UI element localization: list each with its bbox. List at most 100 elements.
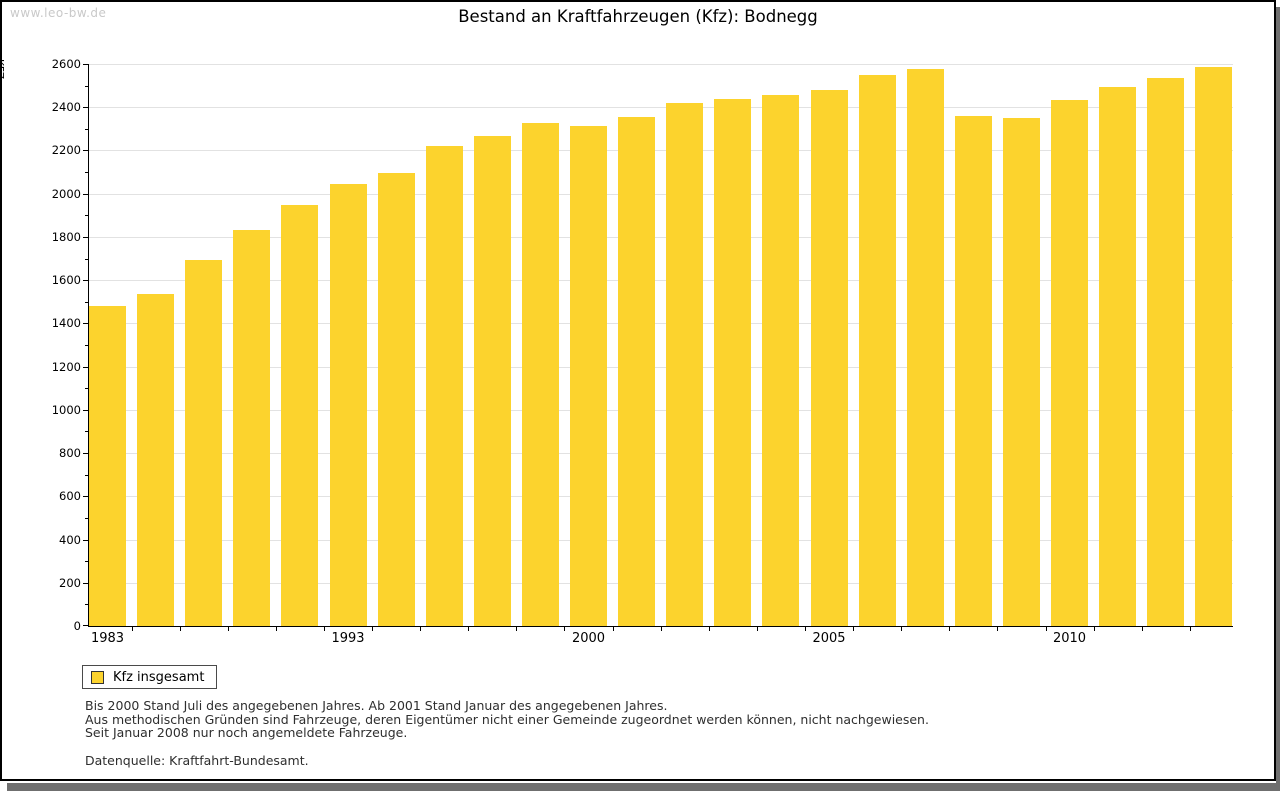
- x-axis-tick: [901, 626, 903, 631]
- y-axis-minor-tick: [85, 301, 89, 303]
- y-axis-tick-label: 2200: [51, 143, 81, 158]
- x-axis-tick: [1045, 626, 1047, 631]
- y-axis-minor-tick: [85, 604, 89, 606]
- y-axis-title: KFZ: [0, 59, 5, 80]
- bar-2004: [762, 95, 800, 626]
- y-axis-minor-tick: [85, 258, 89, 260]
- y-axis-tick-label: 2600: [51, 57, 81, 71]
- bar-2003: [714, 98, 752, 626]
- x-axis-tick: [708, 626, 710, 631]
- bar-2009: [1002, 118, 1040, 626]
- y-axis-minor-tick: [85, 345, 89, 346]
- y-axis-tick-label: 1600: [51, 273, 81, 288]
- y-axis-tick-label: 2400: [51, 100, 81, 115]
- frame-shadow-bottom: [7, 783, 1280, 791]
- y-axis-tick: [83, 582, 89, 584]
- bar-1995: [377, 173, 415, 626]
- gridline: [89, 496, 1233, 498]
- x-axis-label-2005: 2005: [812, 631, 846, 646]
- plot-area: 0 200 400 600 800 1000 1200 1400 1600 1800 2000 220…: [52, 57, 1233, 646]
- x-axis-tick: [756, 626, 758, 631]
- y-axis-tick: [83, 64, 89, 65]
- gridline: [89, 582, 1233, 584]
- x-axis-tick: [853, 626, 855, 631]
- x-axis-label-1993: 1993: [331, 631, 365, 646]
- legend-label: Kfz insgesamt: [113, 669, 205, 685]
- x-axis-tick: [660, 626, 662, 631]
- x-axis-tick: [1189, 626, 1191, 631]
- bar-1987: [185, 259, 223, 626]
- bar-1998: [473, 136, 511, 626]
- chart-title: Bestand an Kraftfahrzeugen (Kfz): Bodneg…: [458, 7, 818, 26]
- bar-2010: [1051, 99, 1088, 626]
- gridline: [89, 193, 1233, 195]
- y-axis-minor-tick: [85, 517, 89, 519]
- x-axis-tick: [516, 626, 518, 631]
- y-axis-tick-label: 600: [59, 489, 81, 504]
- bar-2006: [858, 74, 896, 626]
- y-axis-tick: [83, 496, 89, 498]
- x-axis-tick: [468, 626, 470, 631]
- y-axis-tick: [83, 150, 89, 152]
- gridline: [89, 64, 1233, 65]
- y-axis-tick-label: 800: [59, 446, 81, 461]
- footnote-line: Bis 2000 Stand Juli des angegebenen Jahr…: [85, 698, 668, 713]
- bar-1985: [137, 294, 175, 626]
- x-axis-tick: [564, 626, 566, 631]
- x-axis-tick: [420, 626, 422, 631]
- y-axis-tick-label: 1200: [51, 359, 81, 374]
- x-axis-tick: [372, 626, 374, 631]
- x-axis-tick: [275, 626, 277, 631]
- y-axis-tick: [83, 366, 89, 368]
- footnote-line: Seit Januar 2008 nur noch angemeldete Fa…: [85, 725, 408, 740]
- bar-2007: [906, 69, 944, 626]
- bar-1989: [233, 230, 271, 626]
- legend: Kfz insgesamt: [82, 665, 218, 689]
- y-axis-tick-label: 400: [59, 532, 81, 547]
- bar-2013: [1195, 67, 1233, 626]
- legend-swatch-icon: [91, 670, 104, 684]
- gridline: [89, 280, 1233, 282]
- y-axis-tick: [83, 193, 89, 195]
- x-axis-tick: [1141, 626, 1143, 631]
- y-axis-minor-tick: [85, 128, 89, 130]
- y-axis-minor-tick: [85, 561, 89, 563]
- gridline: [89, 150, 1233, 152]
- y-axis-tick-label: 200: [59, 575, 81, 590]
- footnote-line: Aus methodischen Gründen sind Fahrzeuge,…: [85, 711, 929, 727]
- watermark: www.leo-bw.de: [10, 6, 107, 20]
- gridline: [89, 539, 1233, 541]
- y-axis-tick: [83, 625, 89, 626]
- data-source: Datenquelle: Kraftfahrt-Bundesamt.: [85, 752, 309, 768]
- y-axis-minor-tick: [85, 474, 89, 476]
- x-axis-tick: [997, 626, 999, 631]
- x-axis-tick: [131, 626, 133, 631]
- gridline: [89, 409, 1233, 411]
- y-axis-tick: [83, 236, 89, 238]
- bar-2008: [954, 115, 992, 626]
- x-axis-tick: [612, 626, 614, 631]
- y-axis-minor-tick: [85, 388, 89, 390]
- footnotes: Bis 2000 Stand Juli des angegebenen Jahr…: [85, 699, 929, 767]
- bar-2012: [1147, 78, 1185, 626]
- x-axis-label-1983: 1983: [90, 631, 125, 646]
- x-axis-label-2000: 2000: [571, 631, 606, 646]
- y-axis-tick-label: 1000: [51, 402, 81, 417]
- frame-shadow-right: [1276, 7, 1280, 791]
- y-axis-minor-tick: [85, 431, 89, 433]
- y-axis-tick-label: 2000: [51, 186, 81, 201]
- y-axis-tick-label: 1400: [51, 316, 81, 331]
- y-axis-tick: [83, 409, 89, 411]
- x-axis-label-2010: 2010: [1052, 631, 1087, 646]
- x-axis-tick: [323, 626, 325, 631]
- bar-1999: [521, 123, 559, 626]
- y-axis-minor-tick: [85, 85, 89, 87]
- bar-2002: [666, 102, 704, 626]
- bar-2011: [1099, 86, 1137, 626]
- y-axis-tick: [83, 539, 89, 541]
- y-axis-minor-tick: [85, 172, 89, 174]
- y-axis-tick-label: 0: [73, 619, 81, 633]
- y-axis-tick: [83, 280, 89, 282]
- y-axis-tick-label: 1800: [51, 229, 81, 244]
